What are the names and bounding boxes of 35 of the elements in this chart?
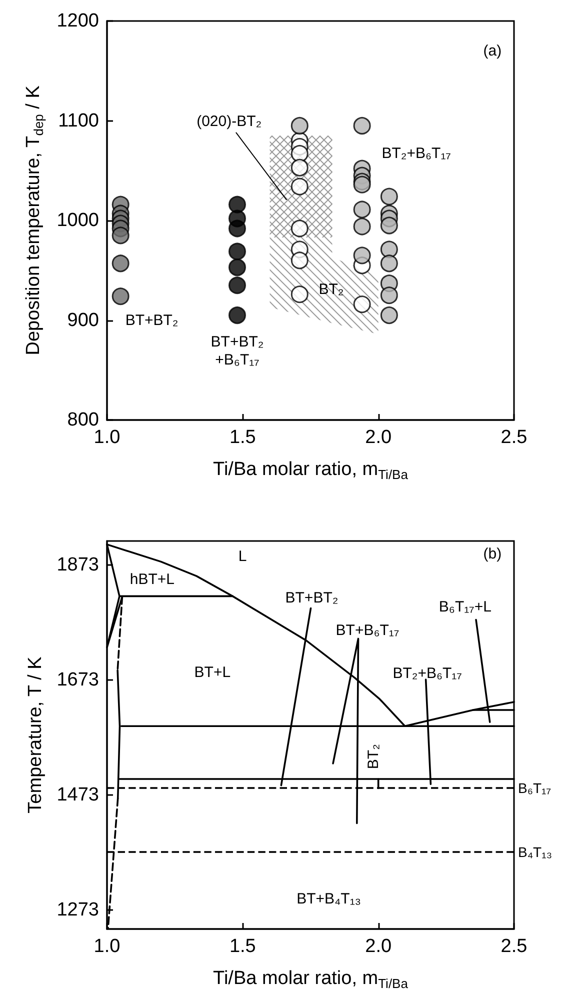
annotation: BT+BT₂ — [285, 589, 338, 606]
annotation: L — [238, 548, 247, 566]
y-tick-label: 900 — [67, 310, 99, 331]
annotation: BT+B₄T₁₃ — [296, 890, 362, 908]
annotation: (a) — [483, 42, 502, 60]
x-tick-label: 2.5 — [500, 936, 528, 957]
annotation: BT₂ — [318, 280, 344, 298]
annotation: hBT+L — [130, 570, 174, 588]
annotation: BT+BT₂ +B₆T₁₇ — [210, 334, 264, 369]
annotation: BT+L — [194, 664, 231, 682]
annotation: (b) — [483, 545, 502, 562]
y-tick-label: 1873 — [56, 554, 99, 576]
ref-line-label: B₆T₁₇ — [518, 780, 552, 796]
y-tick-label: 1200 — [56, 10, 99, 32]
annotation: BT₂+B₆T₁₇ — [392, 664, 462, 682]
x-tick-label: 1.5 — [229, 936, 256, 957]
y-tick-label: 1100 — [58, 110, 99, 132]
annotation: BT₂+B₆T₁₇ — [382, 145, 451, 162]
y-axis-title: Deposition temperature, Tdep / K — [23, 85, 46, 356]
annotation: (020)-BT₂ — [196, 113, 262, 130]
x-tick-label: 1.0 — [94, 936, 120, 957]
y-tick-label: 1000 — [56, 210, 99, 231]
x-tick-label: 2.5 — [500, 427, 528, 448]
x-tick-label: 1.5 — [229, 427, 256, 448]
ref-line-label: B₄T₁₃ — [518, 844, 552, 860]
x-tick-label: 2.0 — [365, 936, 392, 957]
annotation: B₆T₁₇+L — [438, 598, 492, 616]
y-axis-title: Temperature, T / K — [25, 656, 46, 814]
y-tick-label: 1473 — [56, 784, 99, 806]
x-tick-label: 2.0 — [365, 427, 392, 448]
annotation: BT₂ — [365, 744, 382, 770]
annotation: BT+BT₂ — [125, 312, 178, 329]
annotation: BT+B₆T₁₇ — [336, 622, 400, 639]
y-tick-label: 1273 — [56, 900, 99, 921]
y-tick-label: 1673 — [56, 670, 99, 691]
